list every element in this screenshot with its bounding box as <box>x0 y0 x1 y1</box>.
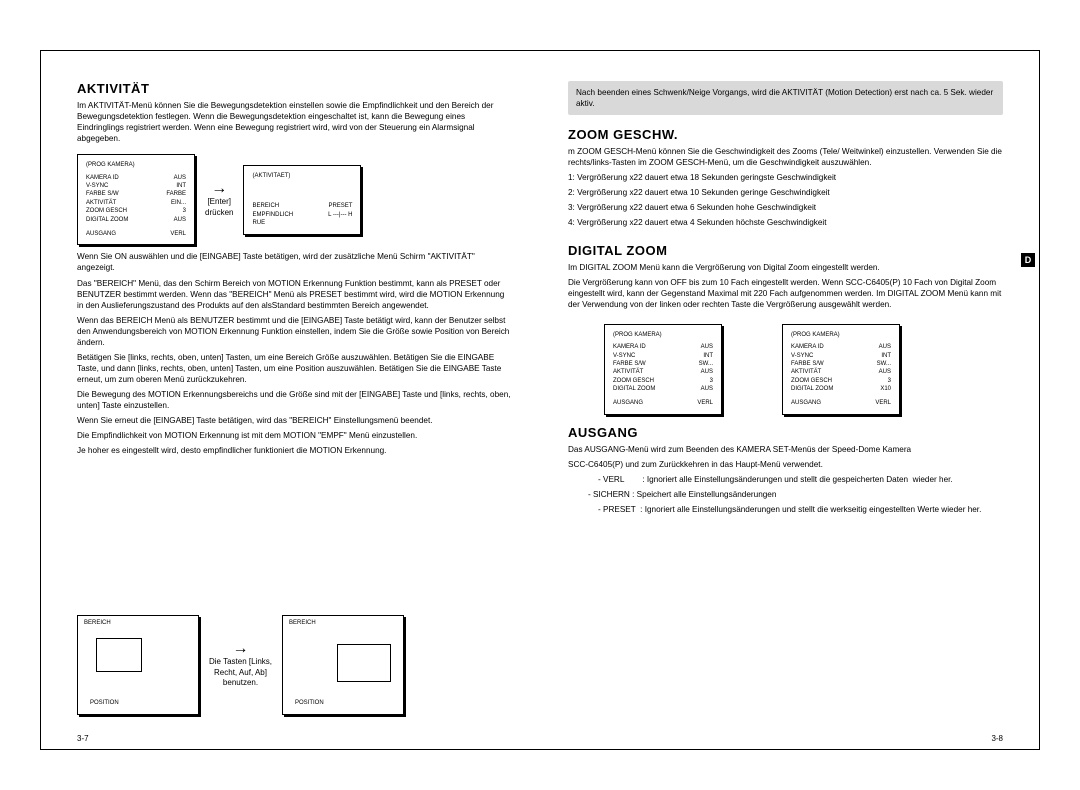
activity-p9: Je hoher es eingestellt wird, desto empf… <box>77 445 512 456</box>
page-number-right: 3-8 <box>991 734 1003 743</box>
arrow-right-icon: → <box>233 641 249 657</box>
page-spread: AKTIVITÄT Im AKTIVITÄT-Menü können Sie d… <box>40 50 1040 750</box>
zoom-l3: 3: Vergrößerung x22 dauert etwa 6 Sekund… <box>568 202 1003 213</box>
dz-menu-figures: (PROG KAMERA) KAMERA IDAUS V-SYNCINT FAR… <box>604 324 1003 415</box>
zoom-l1: 1: Vergrößerung x22 dauert etwa 18 Sekun… <box>568 172 1003 183</box>
activity-p3: Das "BEREICH" Menü, das den Schirm Berei… <box>77 278 512 311</box>
activity-menu-figures: (PROG KAMERA) KAMERA IDAUS V-SYNCINT FAR… <box>77 154 512 245</box>
ausgang-intro: Das AUSGANG-Menü wird zum Beenden des KA… <box>568 444 1003 455</box>
bereich-rect <box>337 644 391 682</box>
zoom-intro: m ZOOM GESCH-Menü können Sie die Geschwi… <box>568 146 1003 168</box>
ausgang-sichern: - SICHERN : Speichert alle Einstellungsä… <box>568 489 1003 500</box>
activity-p7: Wenn Sie erneut die [EINGABE] Taste betä… <box>77 415 512 426</box>
side-tab-d: D <box>1021 253 1035 267</box>
menu-box-dz-a: (PROG KAMERA) KAMERA IDAUS V-SYNCINT FAR… <box>604 324 722 415</box>
menu-box-dz-b: (PROG KAMERA) KAMERA IDAUS V-SYNCINT FAR… <box>782 324 900 415</box>
bereich-box-right: BEREICH POSITION <box>282 615 404 715</box>
heading-activity: AKTIVITÄT <box>77 81 512 96</box>
page-number-left: 3-7 <box>77 734 89 743</box>
heading-ausgang: AUSGANG <box>568 425 1003 440</box>
left-page: AKTIVITÄT Im AKTIVITÄT-Menü können Sie d… <box>77 81 512 729</box>
dz-intro: Im DIGITAL ZOOM Menü kann die Vergrößeru… <box>568 262 1003 273</box>
menu-box-aktivitaet: (AKTIVITAET) BEREICHPRESET EMPFINDLICHL … <box>243 165 361 235</box>
zoom-l4: 4: Vergrößerung x22 dauert etwa 4 Sekund… <box>568 217 1003 228</box>
activity-p6: Die Bewegung des MOTION Erkennungsbereic… <box>77 389 512 411</box>
activity-p2: Wenn Sie ON auswählen und die [EINGABE] … <box>77 251 512 273</box>
bereich-figures: BEREICH POSITION → Die Tasten [Links, Re… <box>77 615 512 715</box>
activity-p8: Die Empfindlichkeit von MOTION Erkennung… <box>77 430 512 441</box>
heading-digital-zoom: DIGITAL ZOOM <box>568 243 1003 258</box>
right-page: Nach beenden eines Schwenk/Neige Vorgang… <box>568 81 1003 729</box>
arrow-enter: → [Enter] drücken <box>205 181 233 218</box>
ausgang-preset: - PRESET : Ignoriert alle Einstellungsän… <box>568 504 1003 515</box>
bereich-rect <box>96 638 142 672</box>
activity-p5: Betätigen Sie [links, rechts, oben, unte… <box>77 352 512 385</box>
note-box: Nach beenden eines Schwenk/Neige Vorgang… <box>568 81 1003 115</box>
ausgang-line2: SCC-C6405(P) und zum Zurückkehren in das… <box>568 459 1003 470</box>
menu-box-prog-kamera: (PROG KAMERA) KAMERA IDAUS V-SYNCINT FAR… <box>77 154 195 245</box>
heading-zoom-speed: ZOOM GESCHW. <box>568 127 1003 142</box>
ausgang-verl: - VERL : Ignoriert alle Einstellungsände… <box>568 474 1003 485</box>
activity-intro: Im AKTIVITÄT-Menü können Sie die Bewegun… <box>77 100 512 144</box>
arrow-right-icon: → <box>211 181 227 197</box>
bereich-box-left: BEREICH POSITION <box>77 615 199 715</box>
arrow-direction: → Die Tasten [Links, Recht, Auf, Ab] ben… <box>209 641 272 688</box>
dz-para: Die Vergrößerung kann von OFF bis zum 10… <box>568 277 1003 310</box>
zoom-l2: 2: Vergrößerung x22 dauert etwa 10 Sekun… <box>568 187 1003 198</box>
activity-p4: Wenn das BEREICH Menü als BENUTZER besti… <box>77 315 512 348</box>
